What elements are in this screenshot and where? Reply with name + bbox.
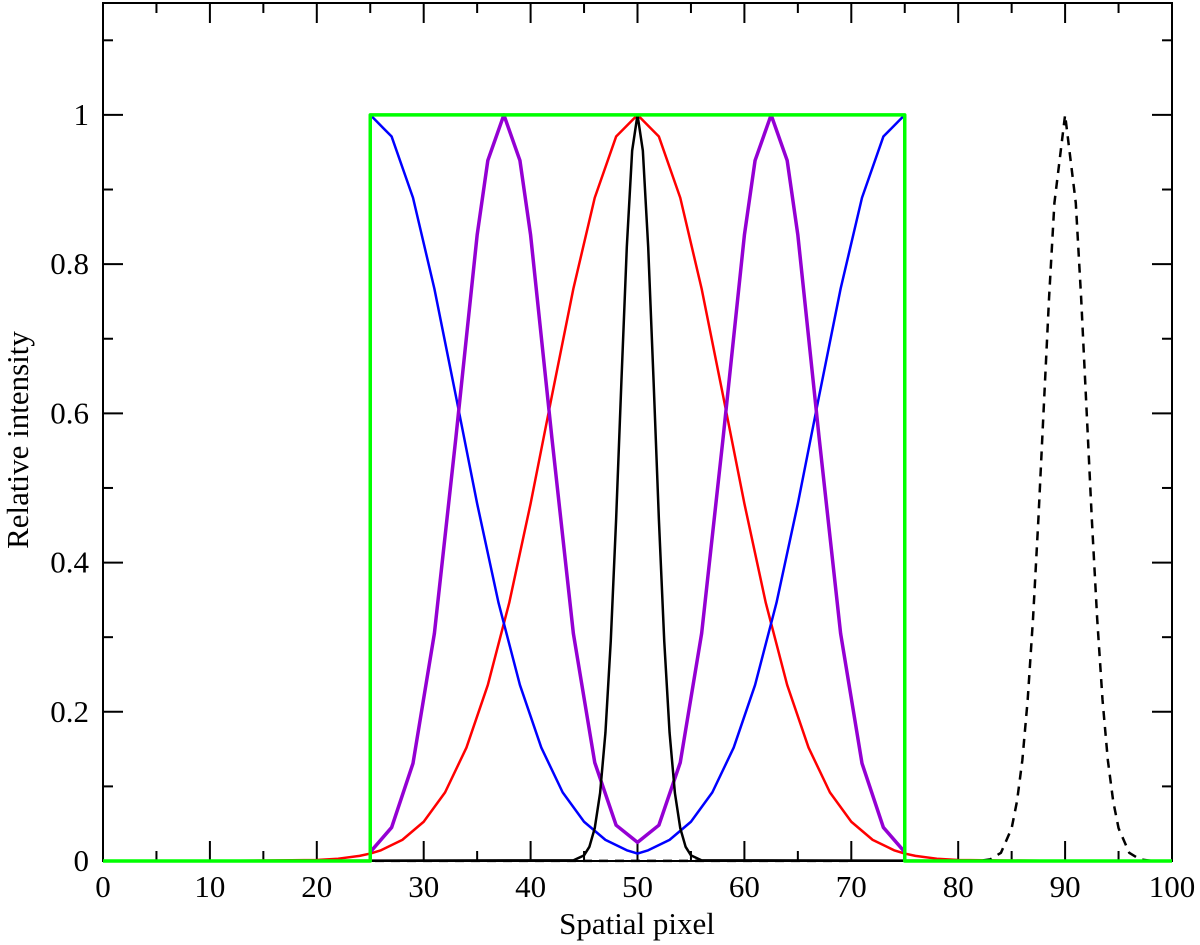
- data-line: [102, 113, 1173, 863]
- y-tick-label: 0.8: [50, 246, 89, 281]
- y-tick-label: 0.2: [50, 694, 89, 729]
- data-line: [369, 114, 906, 855]
- x-tick-label: 0: [95, 869, 111, 904]
- x-tick-label: 60: [729, 869, 760, 904]
- x-tick-label: 70: [836, 869, 867, 904]
- data-line: [368, 113, 907, 854]
- y-tick-label: 0: [74, 843, 90, 878]
- data-line: [103, 113, 1172, 863]
- plot-frame: [102, 2, 1173, 862]
- x-tick-label: 100: [1149, 869, 1196, 904]
- data-line: [103, 113, 1172, 863]
- x-tick-label: 30: [408, 869, 439, 904]
- y-tick-label: 0.4: [50, 545, 89, 580]
- x-tick-label: 50: [622, 869, 653, 904]
- data-line: [102, 113, 1173, 863]
- x-tick-label: 90: [1050, 869, 1081, 904]
- x-tick-label: 10: [194, 869, 225, 904]
- y-axis-label: Relative intensity: [0, 331, 35, 549]
- y-tick-label: 1: [74, 97, 90, 132]
- x-axis-label: Spatial pixel: [559, 906, 715, 941]
- y-tick-label: 0.6: [50, 395, 89, 430]
- x-tick-label: 40: [515, 869, 546, 904]
- x-tick-label: 80: [943, 869, 974, 904]
- x-tick-label: 20: [301, 869, 332, 904]
